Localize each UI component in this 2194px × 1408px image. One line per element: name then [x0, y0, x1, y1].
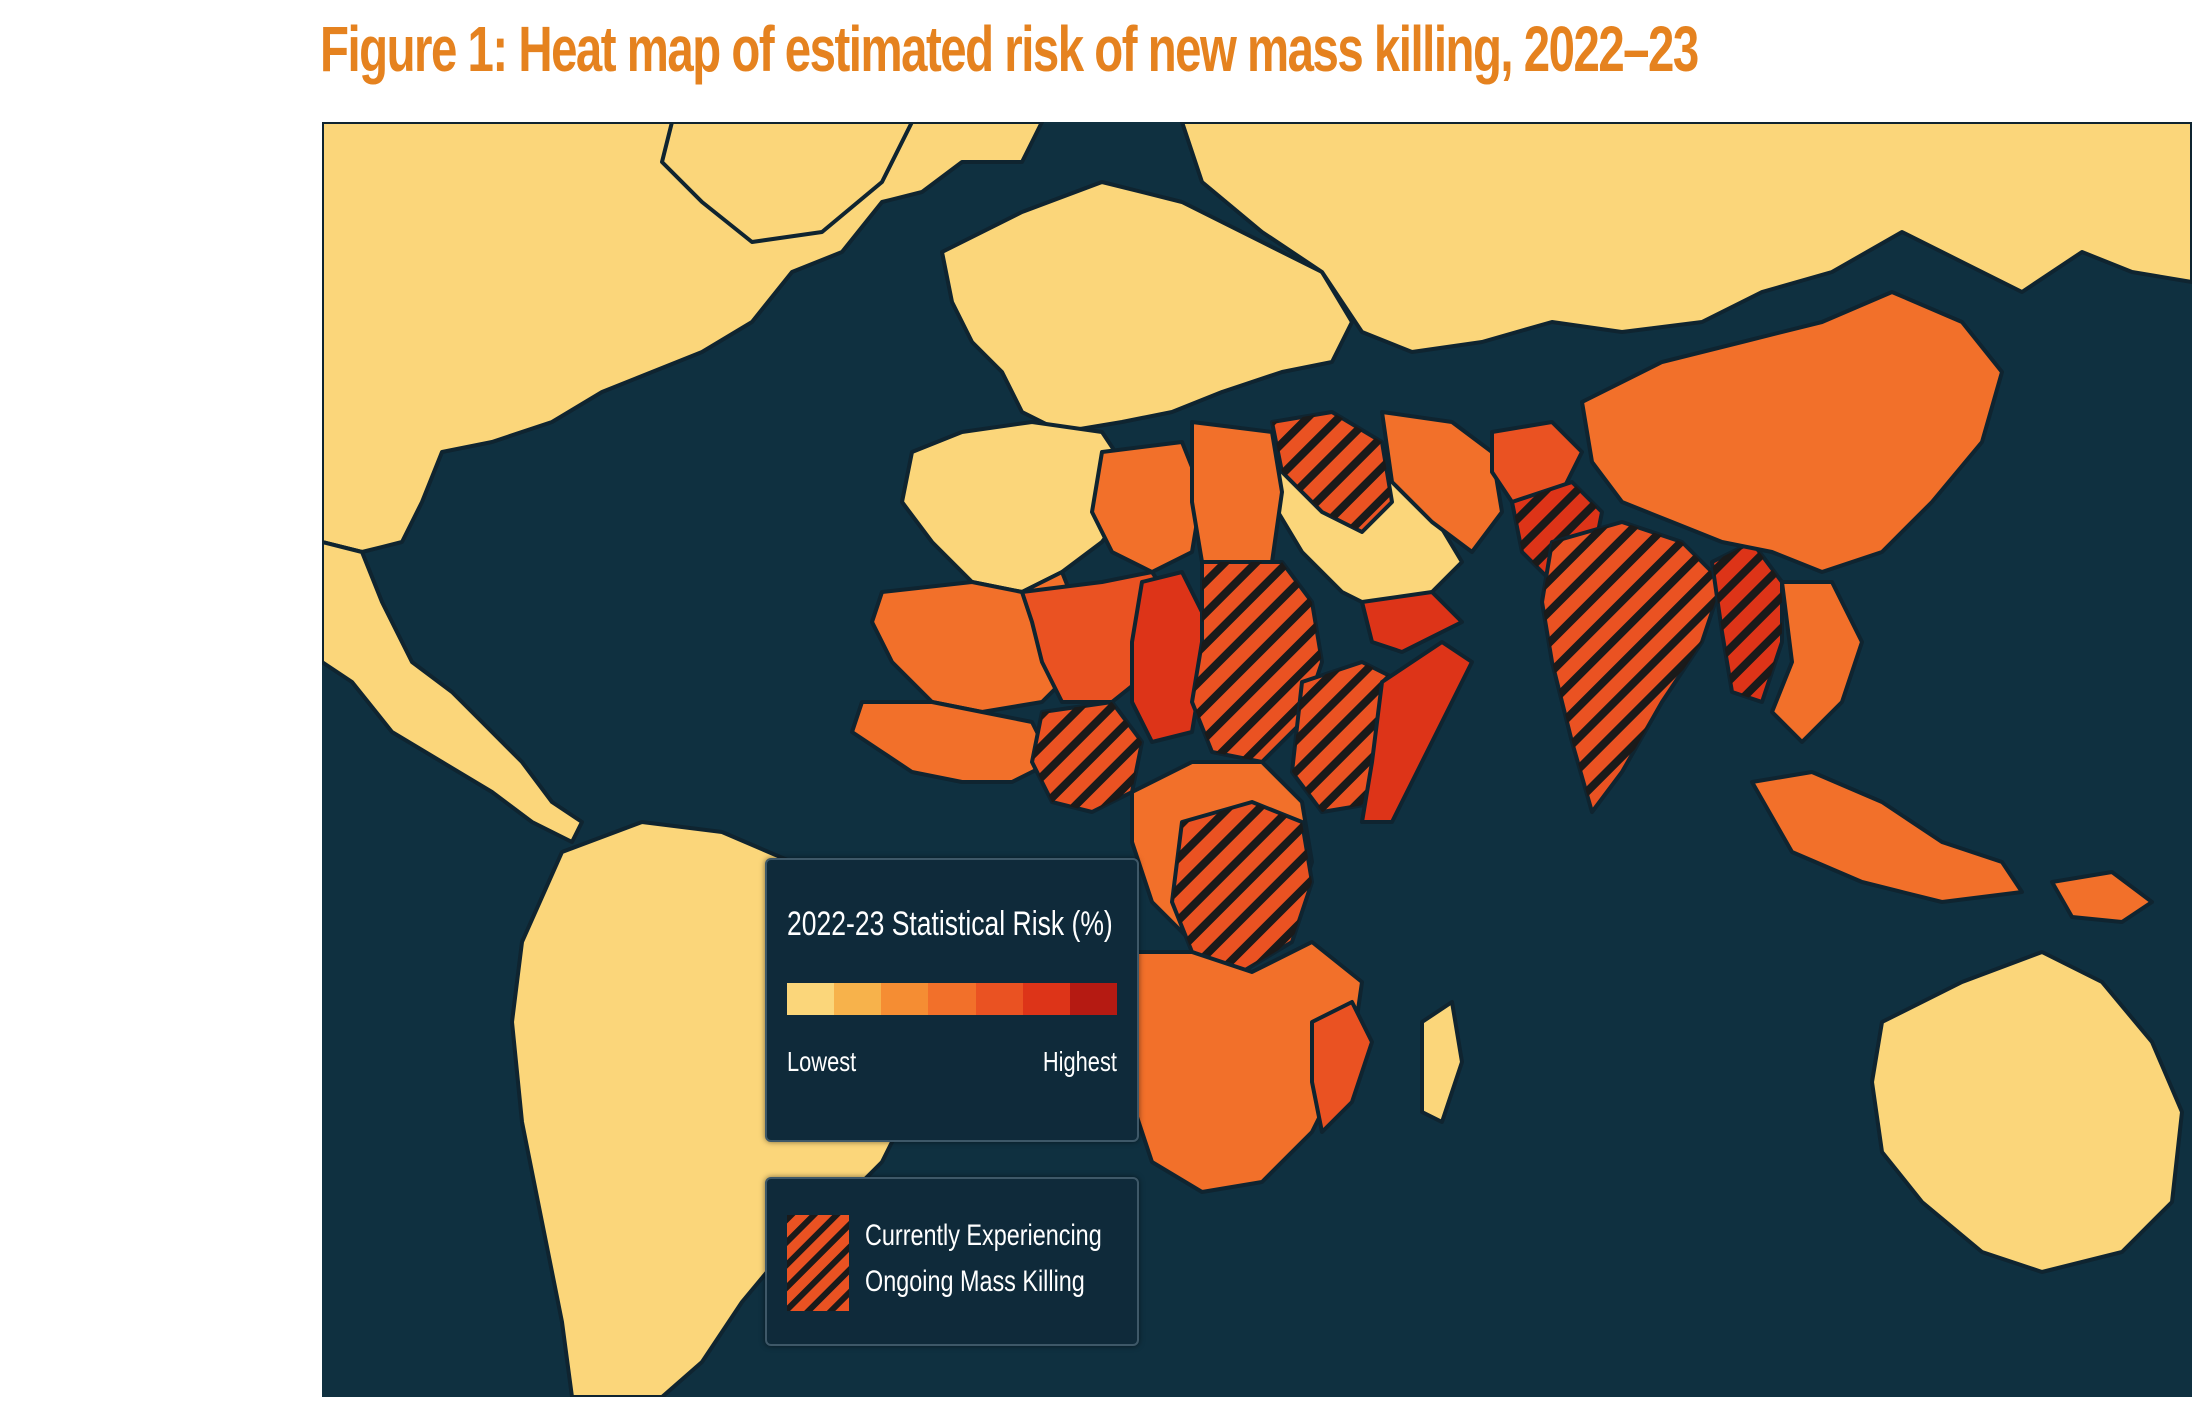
- region-southeast-asia: [1770, 580, 1864, 744]
- region-libya: [1090, 440, 1204, 574]
- region-chad: [1130, 570, 1204, 744]
- legend-hatch-swatch: [787, 1215, 849, 1311]
- region-dr-congo-hatch: [1172, 802, 1312, 972]
- region-china: [1580, 290, 2004, 574]
- region-iraq-syria-hatch: [1272, 412, 1392, 532]
- legend-risk-title: 2022-23 Statistical Risk (%): [787, 905, 1113, 943]
- legend-scale-step-3: [881, 983, 929, 1015]
- region-russia: [1180, 122, 2192, 354]
- legend-scale-step-4: [928, 983, 976, 1015]
- region-west-africa: [850, 700, 1054, 784]
- region-sudan-hatch: [1192, 562, 1322, 762]
- region-greenland: [660, 122, 914, 244]
- legend-ongoing-line1: Currently Experiencing: [865, 1219, 1102, 1252]
- region-europe: [940, 180, 1354, 434]
- region-egypt: [1190, 420, 1284, 564]
- region-australia: [1870, 950, 2184, 1274]
- region-mozambique: [1310, 1000, 1374, 1134]
- legend-ongoing-line2: Ongoing Mass Killing: [865, 1265, 1085, 1298]
- legend-high-label: Highest: [1042, 1046, 1117, 1077]
- legend-color-scale: [787, 983, 1117, 1015]
- world-map: 2022-23 Statistical Risk (%) Lowest High…: [322, 122, 2192, 1397]
- region-north-africa: [900, 420, 1134, 594]
- legend-scale-step-7: [1069, 983, 1117, 1015]
- legend-low-label: Lowest: [787, 1046, 857, 1077]
- legend-ongoing: Currently Experiencing Ongoing Mass Kill…: [765, 1177, 1139, 1346]
- region-central-america: [322, 540, 584, 844]
- region-yemen: [1360, 590, 1464, 654]
- legend-scale-step-6: [1022, 983, 1070, 1015]
- region-indonesia: [1750, 770, 2024, 904]
- region-india-hatch: [1542, 522, 1722, 812]
- legend-scale-step-1: [787, 983, 835, 1015]
- legend-scale-step-5: [975, 983, 1023, 1015]
- legend-scale-step-2: [834, 983, 882, 1015]
- map-canvas: [322, 122, 2192, 1397]
- region-papua-new-guinea: [2050, 870, 2154, 924]
- region-somalia: [1360, 640, 1474, 824]
- region-myanmar-hatch: [1712, 542, 1782, 702]
- region-madagascar: [1420, 1000, 1464, 1124]
- region-north-america: [322, 122, 1044, 554]
- region-nigeria-hatch: [1032, 702, 1142, 812]
- figure-title: Figure 1: Heat map of estimated risk of …: [320, 13, 1699, 85]
- region-iran: [1380, 410, 1504, 554]
- legend-risk: 2022-23 Statistical Risk (%) Lowest High…: [765, 858, 1139, 1142]
